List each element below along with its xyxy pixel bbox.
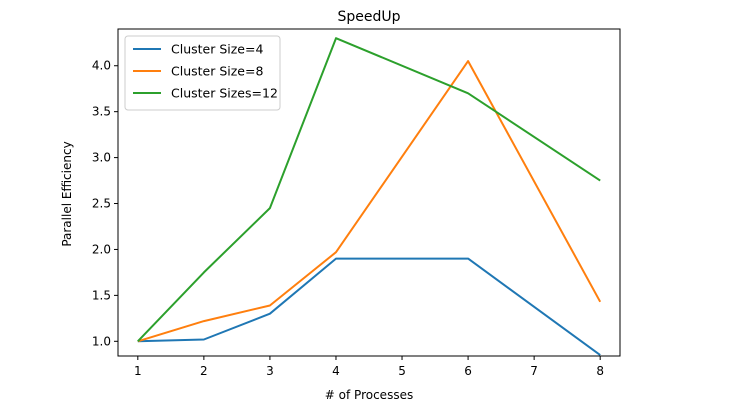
x-tick-label: 8 bbox=[596, 364, 604, 378]
chart-title: SpeedUp bbox=[337, 9, 400, 25]
legend-label: Cluster Size=8 bbox=[171, 64, 263, 79]
x-tick-label: 3 bbox=[266, 364, 274, 378]
x-tick-label: 4 bbox=[332, 364, 340, 378]
x-tick-label: 1 bbox=[134, 364, 142, 378]
x-axis-label: # of Processes bbox=[325, 388, 413, 402]
legend-label: Cluster Sizes=12 bbox=[171, 86, 278, 101]
y-axis-label: Parallel Efficiency bbox=[60, 141, 74, 246]
series-line-1 bbox=[137, 257, 601, 356]
legend: Cluster Size=4 Cluster Size=8 Cluster Size… bbox=[124, 35, 281, 111]
x-tick-label: 5 bbox=[398, 364, 406, 378]
y-tick-label: 3.5 bbox=[92, 105, 111, 119]
y-tick-label: 1.0 bbox=[92, 334, 111, 348]
series-line-3 bbox=[137, 37, 601, 342]
x-axis-ticks: 1 2 3 4 5 6 7 8 bbox=[134, 356, 604, 378]
plot-lines bbox=[137, 37, 602, 356]
y-axis-ticks: 1.0 1.5 2.0 2.5 3.0 3.5 4.0 bbox=[92, 59, 118, 348]
axes-frame bbox=[117, 28, 621, 357]
x-tick-label: 2 bbox=[200, 364, 208, 378]
y-tick-label: 2.0 bbox=[92, 242, 111, 256]
y-tick-label: 1.5 bbox=[92, 288, 111, 302]
x-tick-label: 7 bbox=[530, 364, 538, 378]
series-line-2 bbox=[137, 60, 602, 343]
legend-label: Cluster Size=4 bbox=[171, 42, 263, 57]
legend-box bbox=[124, 35, 281, 111]
y-tick-label: 3.0 bbox=[92, 151, 111, 165]
x-tick-label: 6 bbox=[464, 364, 472, 378]
y-tick-label: 4.0 bbox=[92, 59, 111, 73]
y-tick-label: 2.5 bbox=[92, 197, 111, 211]
